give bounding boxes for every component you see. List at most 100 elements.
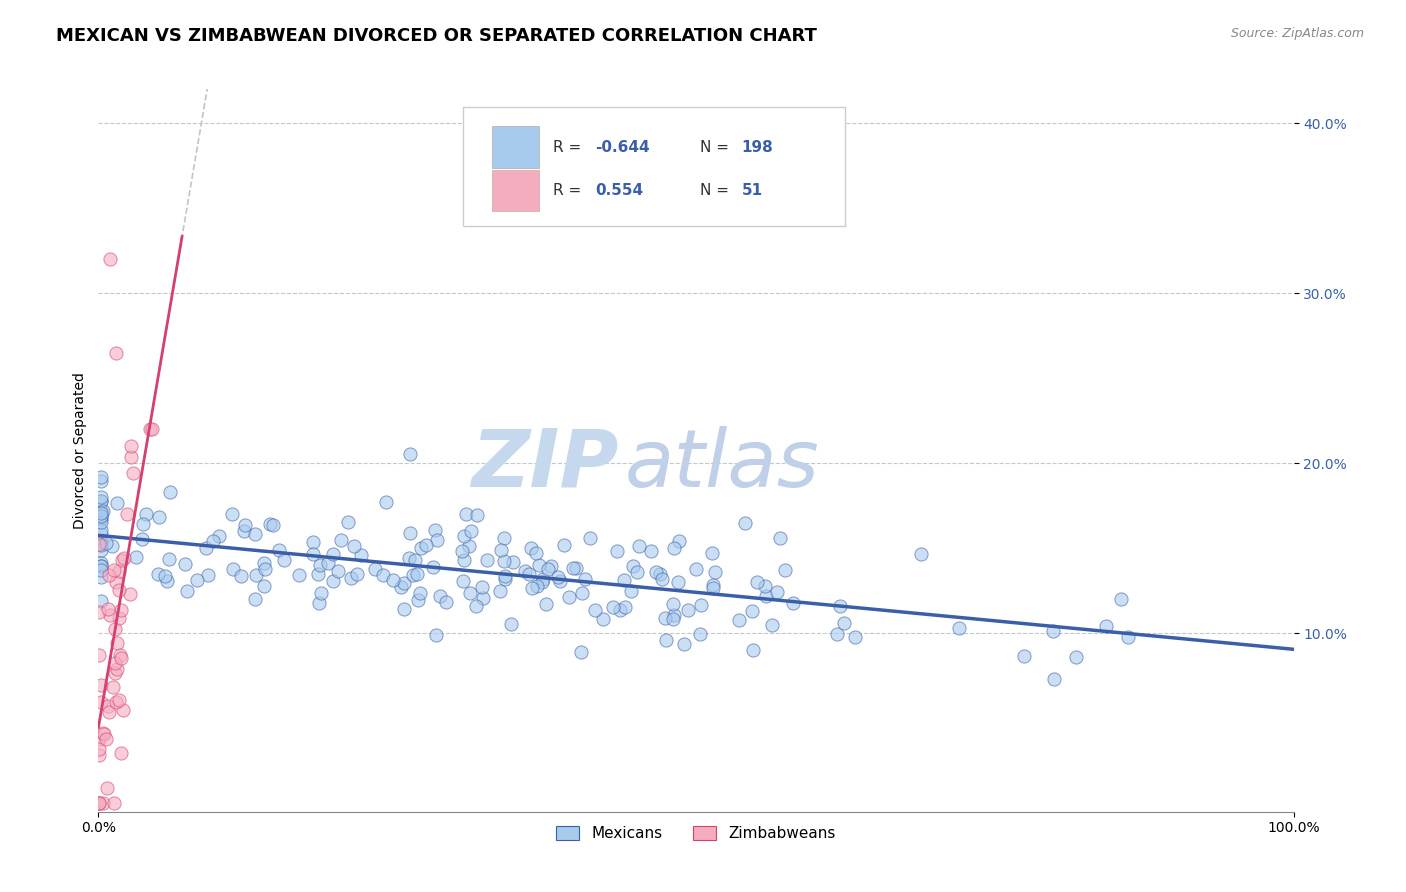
Point [678,603,700,617]
Point [844,630,866,644]
Point [398,551,420,566]
Point [704,565,727,579]
Point [346,567,368,582]
Point [90,559,112,574]
Point [273,553,295,567]
Point [1042,624,1064,639]
Point [87,741,110,756]
Point [328,564,350,578]
Point [243,527,266,541]
Point [619,583,641,598]
Point [90,558,112,573]
Point [110,746,132,760]
Point [558,590,581,604]
Point [450,544,472,558]
Point [613,573,636,587]
Point [606,543,628,558]
Point [87,796,110,810]
Point [105,345,128,359]
Point [948,621,970,635]
Point [609,602,631,616]
Point [94,732,117,747]
Point [91,503,114,517]
FancyBboxPatch shape [492,127,540,168]
Point [340,571,363,585]
Point [406,593,429,607]
Point [232,524,254,539]
Point [91,796,114,810]
Point [375,495,398,509]
Point [702,578,724,592]
Point [471,580,494,594]
Point [197,568,219,582]
Point [773,563,796,577]
Point [245,568,267,582]
Point [90,538,112,552]
Point [492,531,515,545]
Point [90,556,112,570]
Point [579,531,602,545]
Point [90,515,112,529]
Point [662,607,685,622]
Point [451,574,474,589]
Point [700,546,723,560]
Point [90,493,112,508]
Point [229,568,252,582]
Point [1116,630,1139,644]
Point [499,616,522,631]
Point [90,506,112,520]
Point [222,562,245,576]
Point [111,553,134,567]
Point [494,568,516,582]
Point [155,574,177,589]
Point [398,525,420,540]
Point [302,534,325,549]
Point [537,562,560,576]
Point [259,517,281,532]
Point [97,568,120,582]
Point [782,596,804,610]
Point [524,546,547,560]
Point [105,695,128,709]
Point [174,557,197,571]
Point [685,561,707,575]
Point [108,610,131,624]
Point [103,563,125,577]
Point [97,601,120,615]
Point [832,615,855,630]
Point [389,580,412,594]
Point [1012,649,1035,664]
Point [502,555,524,569]
Point [87,648,110,662]
Point [626,565,648,579]
Point [176,583,198,598]
Point [728,614,751,628]
Point [1111,592,1133,607]
Point [104,622,127,636]
Point [87,605,110,619]
Point [90,491,112,505]
Point [90,527,112,541]
Point [98,705,121,719]
Point [157,551,180,566]
Y-axis label: Divorced or Separated: Divorced or Separated [73,372,87,529]
Point [640,544,662,558]
Point [672,637,695,651]
Point [651,572,673,586]
Point [96,780,118,795]
Text: 0.554: 0.554 [596,183,644,198]
Point [614,600,637,615]
Point [415,538,437,552]
Point [90,475,112,489]
Point [373,568,395,582]
Point [648,566,671,581]
Point [309,586,332,600]
Point [111,703,134,717]
Point [531,574,554,589]
Text: R =: R = [553,139,586,154]
Point [90,493,112,508]
Point [741,642,763,657]
Point [103,680,125,694]
Point [302,547,325,561]
Point [120,439,142,453]
